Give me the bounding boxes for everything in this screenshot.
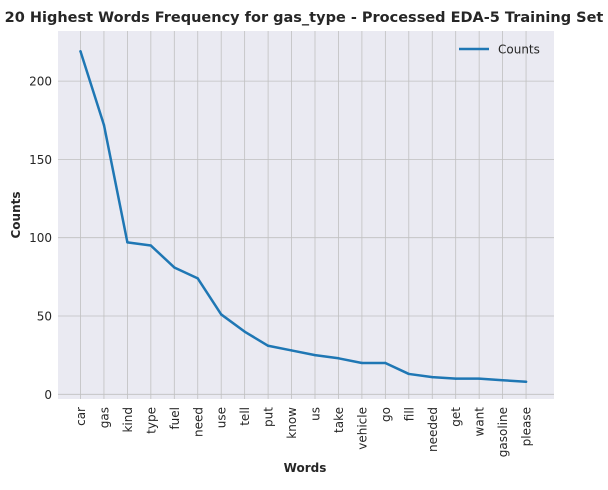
x-tick-label: please — [520, 407, 534, 446]
y-axis-label: Counts — [9, 191, 23, 238]
x-tick-label: fuel — [168, 407, 182, 430]
x-tick-label: car — [74, 407, 88, 426]
x-tick-label: us — [309, 407, 323, 421]
legend-label-counts: Counts — [498, 43, 540, 57]
x-tick-label: vehicle — [355, 407, 369, 450]
x-tick-label: gasoline — [496, 407, 510, 457]
data-point — [501, 379, 504, 382]
data-point — [196, 277, 199, 280]
x-tick-label: know — [285, 407, 299, 439]
data-point — [384, 361, 387, 365]
x-tick-label: need — [191, 407, 205, 437]
data-point — [220, 313, 223, 316]
x-tick-label: go — [379, 407, 393, 422]
series-layer — [79, 50, 528, 384]
data-point — [173, 266, 176, 269]
x-tick-label: put — [262, 407, 276, 427]
x-tick-label: use — [215, 407, 229, 428]
data-point — [477, 377, 481, 380]
x-tick-label: kind — [121, 407, 135, 433]
x-tick-label: get — [449, 407, 463, 427]
data-point — [290, 349, 293, 352]
data-point — [149, 244, 153, 247]
x-tick-label: take — [332, 407, 346, 433]
data-point — [313, 353, 317, 357]
y-tick-label: 200 — [29, 75, 52, 89]
y-axis-ticks: 0 50 100 150 200 — [29, 75, 52, 402]
chart-title: 20 Highest Words Frequency for gas_type … — [5, 10, 604, 26]
data-point — [454, 377, 457, 380]
data-point — [360, 361, 364, 365]
x-axis-label: Words — [284, 461, 327, 475]
x-tick-label: type — [144, 407, 158, 434]
x-tick-label: fill — [402, 407, 416, 421]
plot-area — [58, 31, 554, 399]
y-tick-label: 50 — [37, 310, 52, 324]
x-tick-label: gas — [97, 407, 111, 428]
data-point — [126, 241, 129, 244]
data-point — [102, 123, 106, 127]
y-tick-label: 150 — [29, 153, 52, 167]
x-tick-label: needed — [426, 407, 440, 452]
series-line-counts — [79, 50, 528, 384]
y-tick-label: 100 — [29, 231, 52, 245]
x-tick-label: want — [473, 407, 487, 437]
data-point — [431, 375, 434, 379]
x-axis-ticks: car gas kind type fuel need use tell put know us ta… — [74, 407, 534, 458]
data-point — [79, 50, 82, 53]
grid — [58, 31, 554, 399]
data-point — [266, 344, 270, 347]
x-tick-label: tell — [238, 407, 252, 426]
legend: Counts — [459, 43, 540, 57]
data-point — [407, 372, 410, 376]
data-point — [243, 330, 246, 333]
data-point — [337, 357, 340, 360]
data-point — [524, 380, 528, 383]
y-tick-label: 0 — [44, 388, 52, 402]
